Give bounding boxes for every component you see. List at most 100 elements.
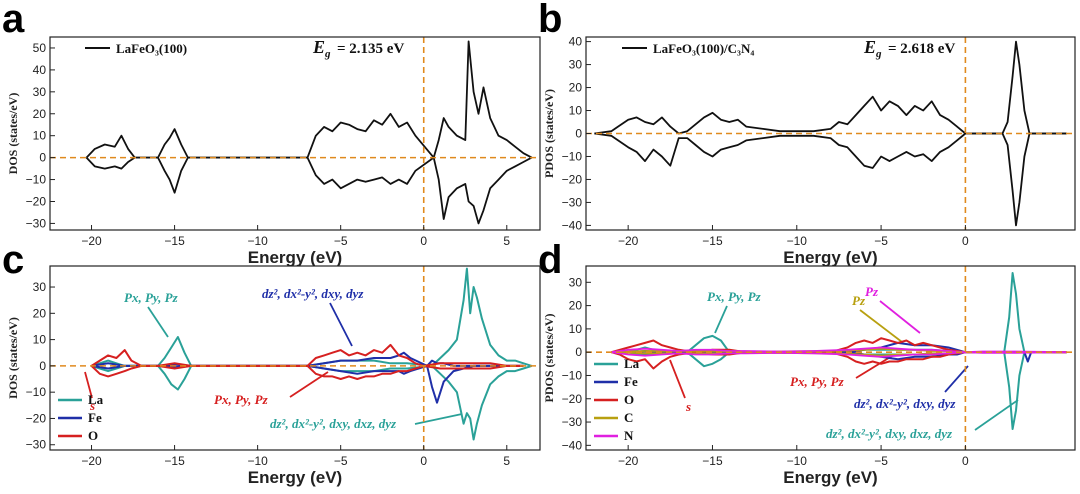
y-tick-label-c-2: −10 <box>26 385 47 399</box>
annotation-c-3: Px, Py, Pz <box>214 392 269 407</box>
gap-value-b: = 2.618 eV <box>888 41 955 57</box>
y-axis-label-a: DOS (states/eV) <box>6 93 20 175</box>
series-c-0-up <box>91 267 532 367</box>
y-tick-label-b-0: −40 <box>562 218 583 232</box>
y-tick-label-c-0: −30 <box>26 438 47 452</box>
arrow-c-2 <box>84 371 93 399</box>
legend-label-a: LaFeO₃(100) <box>116 41 187 56</box>
y-tick-label-a-6: 30 <box>33 85 47 99</box>
x-tick-label-c-0: −20 <box>81 454 102 468</box>
x-axis-label-b: Energy (eV) <box>783 248 877 267</box>
y-axis-label-d: PDOS (states/eV) <box>542 314 556 403</box>
panel-label-b: b <box>538 0 562 41</box>
annotation-d-5: dz², dx²-y², dxy, dyz <box>854 396 956 411</box>
annotation-d-2: Pz <box>865 284 879 299</box>
legend-label-d-4: N <box>624 428 634 443</box>
legend-label-d-0: La <box>624 356 640 371</box>
annotation-d-3: s <box>685 399 691 414</box>
x-tick-label-d-3: −5 <box>874 454 888 468</box>
y-tick-label-d-5: 10 <box>569 322 583 336</box>
y-tick-label-d-6: 20 <box>569 299 583 313</box>
y-tick-label-b-3: −10 <box>562 149 583 163</box>
arrow-d-3 <box>669 359 686 399</box>
annotation-d-6: dz², dx²-y², dxy, dxz, dyz <box>826 426 953 441</box>
x-tick-label-c-1: −15 <box>164 454 185 468</box>
y-tick-label-b-1: −30 <box>562 195 583 209</box>
y-tick-label-d-2: −20 <box>562 392 583 406</box>
y-axis-label-b: PDOS (states/eV) <box>542 89 556 178</box>
x-tick-label-b-0: −20 <box>618 234 639 248</box>
panel-label-a: a <box>2 0 25 41</box>
gap-symbol-a: Eg <box>312 37 331 60</box>
arrow-d-2 <box>879 300 921 334</box>
plot-frame-d <box>585 265 1076 451</box>
annotation-c-1: dz², dx²-y², dxy, dyz <box>262 286 364 301</box>
x-tick-label-a-5: 5 <box>503 234 510 248</box>
panel-d: −20 −15 −10 −5 0 −40 −30 −20 −10 0 10 20 30 Energy (e… <box>542 265 1076 487</box>
x-tick-label-a-2: −10 <box>247 234 268 248</box>
series-a-0-down <box>85 156 533 225</box>
x-tick-label-a-3: −5 <box>334 234 348 248</box>
y-tick-label-b-4: 0 <box>575 127 582 141</box>
panel-b: −20 −15 −10 −5 0 −40 −30 −20 −10 0 10 20 30 40 Energy … <box>542 35 1076 267</box>
series-d-2-down <box>611 351 1067 370</box>
legend-label-b: LaFeO₃(100)/C₃N₄ <box>653 41 754 56</box>
x-tick-label-d-1: −15 <box>702 454 723 468</box>
y-tick-label-c-5: 20 <box>33 306 47 320</box>
y-tick-label-a-2: −10 <box>26 173 47 187</box>
annotation-d-4: Px, Py, Pz <box>790 374 845 389</box>
series-b-0-down <box>594 132 1067 227</box>
annotation-d-0: Px, Py, Pz <box>707 289 762 304</box>
arrow-d-5 <box>944 365 969 393</box>
legend-label-c-1: Fe <box>88 410 102 425</box>
panel-a: −20 −15 −10 −5 0 5 −30 −20 −10 0 10 20 30 40 50 Energy … <box>6 36 541 267</box>
gap-symbol-b: Eg <box>863 37 882 60</box>
x-tick-label-c-4: 0 <box>420 454 427 468</box>
x-tick-label-b-2: −10 <box>787 234 808 248</box>
series-a-0-up <box>85 40 533 159</box>
y-tick-label-b-5: 10 <box>569 104 583 118</box>
x-tick-label-c-2: −10 <box>247 454 268 468</box>
y-tick-label-c-6: 30 <box>33 280 47 294</box>
legend-label-d-1: Fe <box>624 374 638 389</box>
x-tick-label-d-2: −10 <box>787 454 808 468</box>
series-c-0-down <box>91 364 532 441</box>
y-tick-label-a-0: −30 <box>26 216 47 230</box>
arrow-d-4 <box>855 355 893 379</box>
panel-label-d: d <box>538 238 562 282</box>
x-axis-label-d: Energy (eV) <box>783 468 877 487</box>
x-tick-label-b-3: −5 <box>874 234 888 248</box>
x-tick-label-a-1: −15 <box>164 234 185 248</box>
y-tick-label-a-5: 20 <box>33 107 47 121</box>
y-tick-label-b-6: 20 <box>569 81 583 95</box>
y-tick-label-c-4: 10 <box>33 333 47 347</box>
x-tick-label-d-4: 0 <box>962 454 969 468</box>
legend-label-d-2: O <box>624 392 634 407</box>
y-tick-label-d-4: 0 <box>575 345 582 359</box>
y-tick-label-c-1: −20 <box>26 411 47 425</box>
legend-label-c-0: La <box>88 392 104 407</box>
plot-frame-a <box>49 36 541 231</box>
arrow-c-1 <box>329 302 353 347</box>
series-d-0-down <box>627 351 1067 430</box>
x-axis-label-c: Energy (eV) <box>248 468 342 487</box>
plot-frame-c <box>49 265 541 451</box>
x-tick-label-b-4: 0 <box>962 234 969 248</box>
x-tick-label-b-1: −15 <box>702 234 723 248</box>
y-tick-label-b-7: 30 <box>569 58 583 72</box>
annotation-c-4: dz², dx²-y², dxy, dxz, dyz <box>270 416 397 431</box>
panel-c: −20 −15 −10 −5 0 5 −30 −20 −10 0 10 20 30 Energy (eV)… <box>6 265 541 487</box>
y-tick-label-a-8: 50 <box>33 41 47 55</box>
y-tick-label-d-7: 30 <box>569 275 583 289</box>
series-c-2-up <box>90 343 524 367</box>
y-tick-label-a-3: 0 <box>39 151 46 165</box>
annotation-c-2: s <box>89 398 95 413</box>
series-d-2-up <box>611 337 1067 354</box>
y-tick-label-a-4: 10 <box>33 129 47 143</box>
legend-label-d-3: C <box>624 410 633 425</box>
arrow-d-0 <box>714 305 728 334</box>
y-tick-label-b-8: 40 <box>569 35 583 49</box>
y-tick-label-d-0: −40 <box>562 438 583 452</box>
legend-label-c-2: O <box>88 428 98 443</box>
